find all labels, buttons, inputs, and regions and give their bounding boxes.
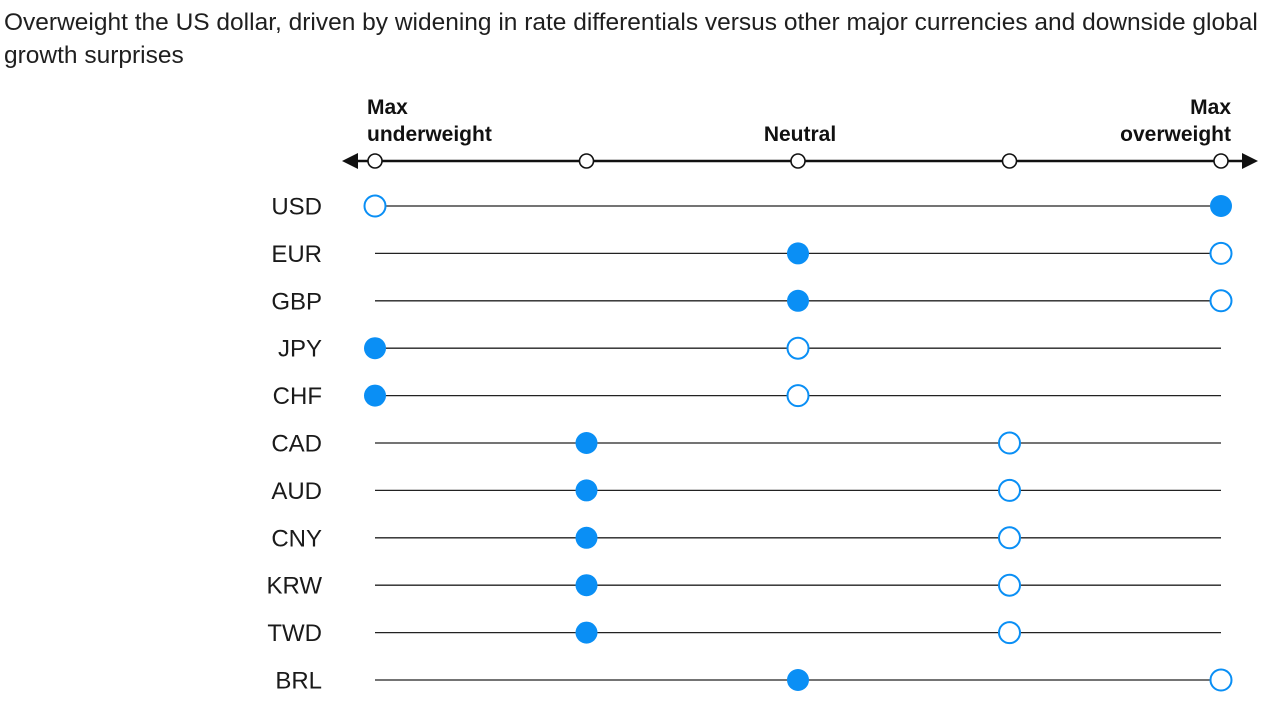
row-aud: AUD — [271, 478, 1221, 505]
previous-position-marker — [998, 621, 1021, 645]
previous-position-marker — [998, 431, 1021, 455]
row-cny: CNY — [271, 525, 1221, 552]
currency-label: AUD — [271, 478, 322, 505]
previous-position-marker — [363, 194, 387, 218]
currency-label: CAD — [271, 431, 322, 458]
row-cad: CAD — [271, 431, 1221, 458]
current-position-marker — [787, 669, 809, 691]
currency-label: BRL — [275, 668, 322, 695]
previous-position-marker — [1209, 289, 1233, 313]
current-position-marker — [575, 432, 598, 454]
currency-label: JPY — [278, 336, 322, 363]
previous-position-marker — [998, 526, 1021, 550]
previous-position-marker — [998, 573, 1021, 597]
scale-tick-1 — [1001, 153, 1018, 169]
scale-axis: Max underweight Neutral Max overweight — [342, 96, 1258, 169]
current-position-marker — [1210, 195, 1232, 217]
current-position-marker — [575, 526, 598, 549]
current-position-marker — [364, 337, 386, 360]
scale-tick-0 — [790, 153, 806, 169]
previous-position-marker — [786, 384, 810, 408]
currency-label: CHF — [273, 383, 322, 410]
scale-label-max-overweight-line1: Max — [1190, 96, 1231, 119]
current-position-marker — [575, 479, 598, 502]
currency-rows: USD EUR GBP JPY CHF CAD AUD CNY KRW TWD BRL — [266, 194, 1233, 695]
currency-label: EUR — [271, 241, 322, 268]
current-position-marker — [575, 621, 598, 644]
row-gbp: GBP — [271, 288, 1233, 315]
scale-label-max-underweight-line1: Max — [367, 96, 408, 119]
current-position-marker — [575, 574, 598, 597]
scale-arrow-left-icon — [342, 153, 358, 169]
previous-position-marker — [998, 478, 1021, 502]
row-usd: USD — [271, 194, 1232, 221]
row-eur: EUR — [271, 241, 1233, 268]
currency-label: TWD — [267, 620, 322, 647]
currency-label: CNY — [271, 525, 322, 552]
current-position-marker — [787, 242, 809, 265]
chart-title: Overweight the US dollar, driven by wide… — [4, 9, 1258, 69]
currency-label: GBP — [271, 288, 322, 315]
row-jpy: JPY — [278, 336, 1221, 363]
scale-tick-2 — [1213, 153, 1229, 169]
scale-arrow-right-icon — [1242, 153, 1258, 169]
scale-tick--2 — [367, 153, 383, 169]
row-brl: BRL — [275, 668, 1233, 695]
previous-position-marker — [1209, 668, 1233, 692]
scale-label-max-underweight-line2: underweight — [367, 123, 492, 146]
current-position-marker — [787, 289, 809, 312]
previous-position-marker — [1209, 241, 1233, 265]
row-chf: CHF — [273, 383, 1221, 410]
current-position-marker — [364, 384, 386, 407]
row-twd: TWD — [267, 620, 1221, 647]
currency-label: KRW — [266, 573, 322, 600]
scale-label-neutral: Neutral — [764, 123, 836, 146]
row-krw: KRW — [266, 573, 1221, 600]
scale-label-max-overweight-line2: overweight — [1120, 123, 1231, 146]
scale-tick--1 — [578, 153, 595, 169]
previous-position-marker — [786, 336, 810, 360]
currency-label: USD — [271, 194, 322, 221]
